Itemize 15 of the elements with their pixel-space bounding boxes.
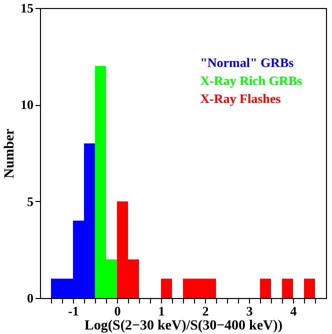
text: X-Ray Flashes <box>200 91 281 106</box>
x-tick-label: 0 <box>114 304 121 318</box>
x-tick-label: 3 <box>246 304 254 318</box>
y-tick-label: 5 <box>27 194 34 209</box>
y-tick-label: 0 <box>27 290 34 306</box>
x-tick-label: -1 <box>68 304 79 318</box>
y-axis-title: Number <box>2 128 18 178</box>
x-tick-label: 4 <box>290 304 298 318</box>
text: "Normal" GRBs <box>200 55 294 70</box>
x-axis-title: Log(S(2−30 keV)/S(30−400 keV)) <box>84 318 283 334</box>
y-tick-label: 10 <box>20 97 34 112</box>
text: X-Ray Rich GRBs <box>200 73 302 88</box>
x-tick-label: 2 <box>202 304 209 318</box>
x-tick-label: 1 <box>158 304 165 318</box>
y-tick-label: 15 <box>20 0 34 16</box>
